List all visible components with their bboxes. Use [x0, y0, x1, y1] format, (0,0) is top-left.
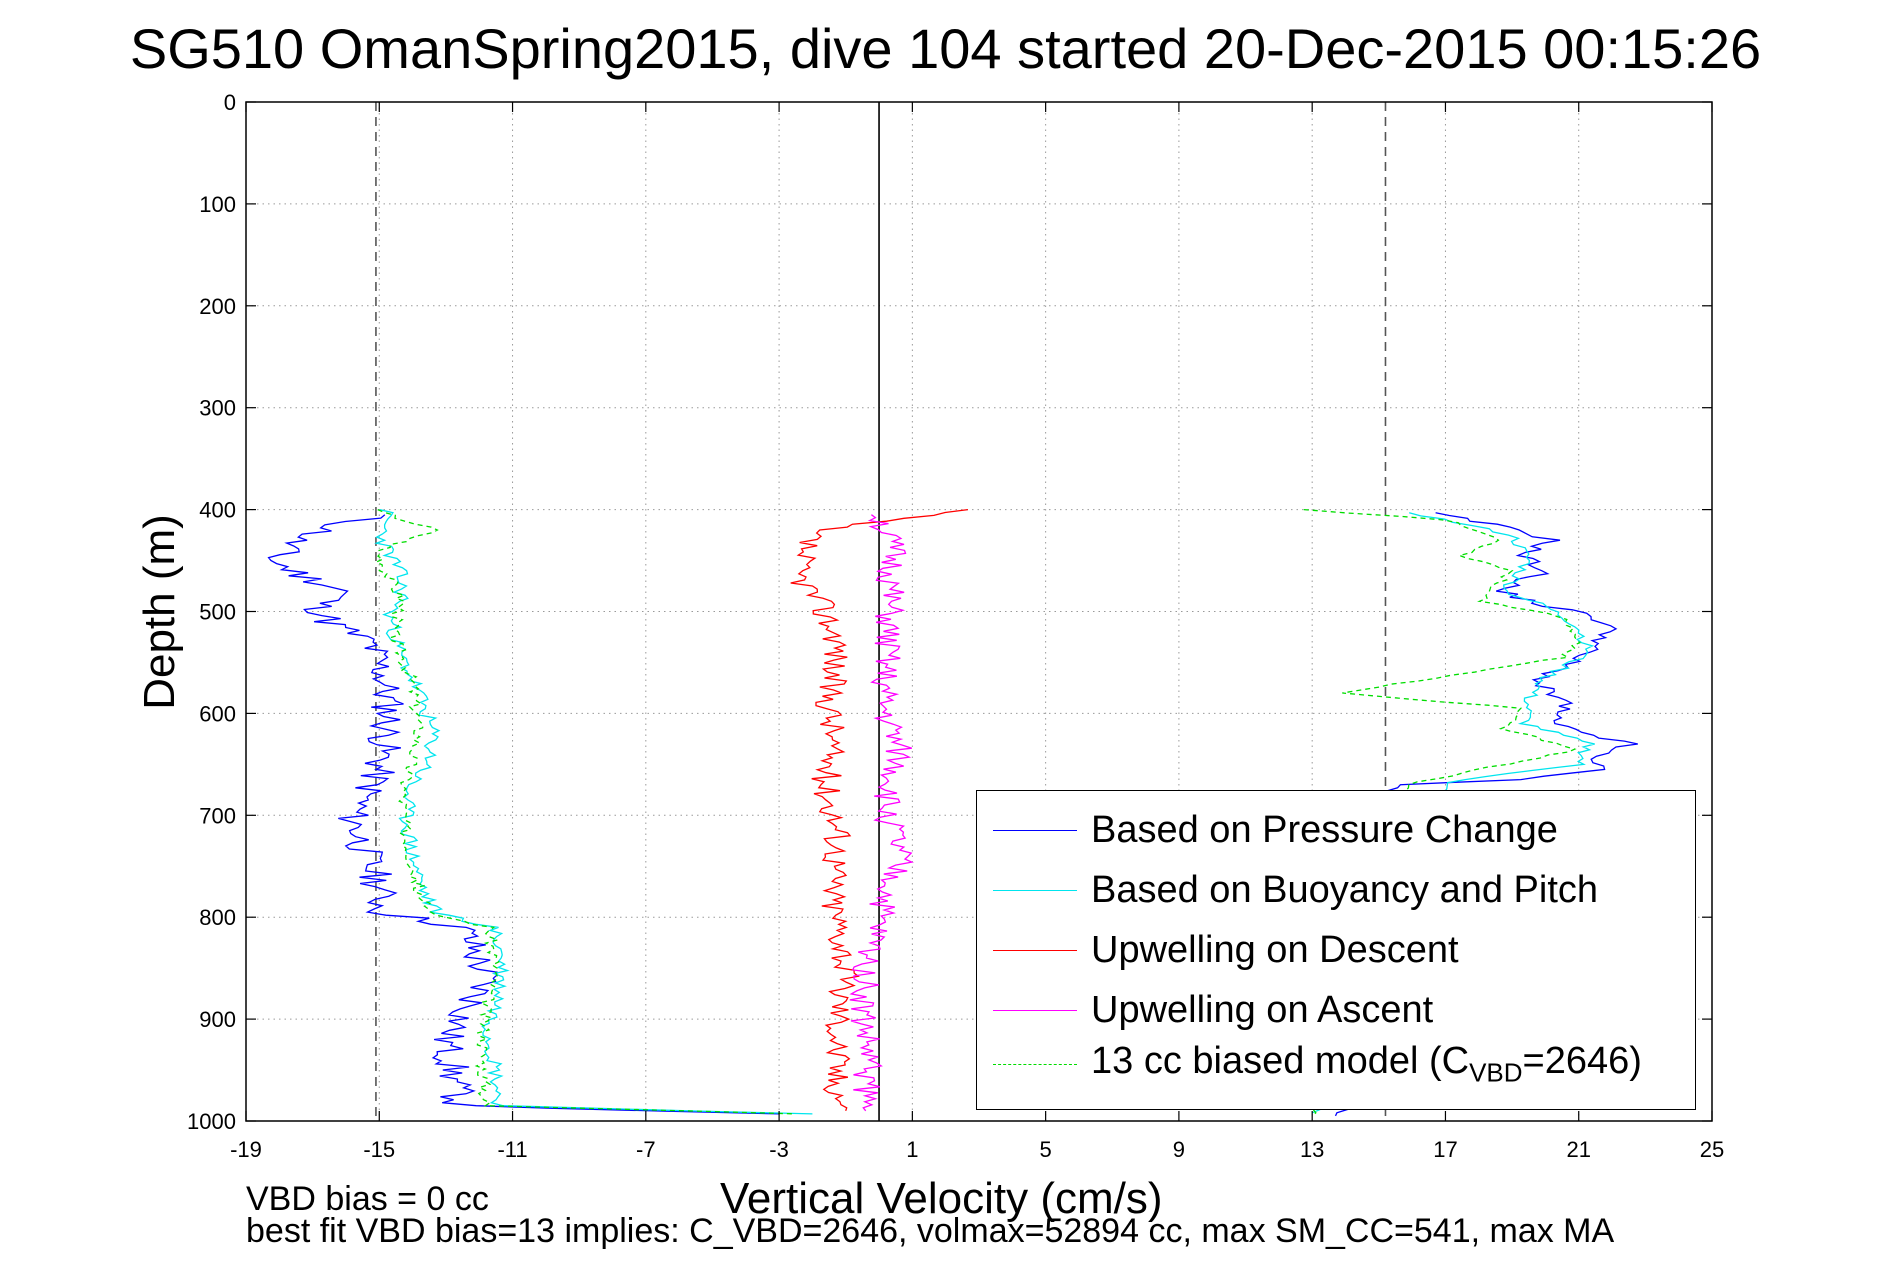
footer-line-2: best fit VBD bias=13 implies: C_VBD=2646… [246, 1212, 1615, 1250]
legend-label-buoyancy: Based on Buoyancy and Pitch [1091, 868, 1599, 911]
y-tick-label: 600 [199, 701, 236, 726]
x-tick-label: 9 [1173, 1137, 1185, 1162]
legend-item-descent: Upwelling on Descent [993, 925, 1459, 975]
reference-lines [375, 102, 1387, 1121]
legend-swatch-buoyancy [993, 889, 1077, 891]
legend-swatch-descent [993, 949, 1077, 951]
series-line-3 [849, 514, 914, 1112]
legend-swatch-model [993, 1063, 1077, 1065]
legend-swatch-ascent [993, 1009, 1077, 1011]
y-tick-label: 700 [199, 803, 236, 828]
y-tick-label: 0 [224, 90, 236, 115]
x-tick-label: -3 [769, 1137, 789, 1162]
y-axis-label: Depth (m) [135, 514, 184, 710]
x-tick-label: -19 [230, 1137, 262, 1162]
legend-item-buoyancy: Based on Buoyancy and Pitch [993, 865, 1598, 915]
legend-swatch-pressure [993, 829, 1077, 831]
legend-label-descent: Upwelling on Descent [1091, 928, 1459, 971]
x-tick-label: 21 [1566, 1137, 1590, 1162]
legend-label-model-sub: VBD [1469, 1057, 1523, 1088]
x-tick-label: 25 [1700, 1137, 1724, 1162]
legend-label-model-tail: =2646) [1522, 1039, 1642, 1082]
series-line-2 [790, 508, 968, 1112]
axes-layer [245, 101, 1713, 1122]
y-tick-label: 800 [199, 905, 236, 930]
chart-title: SG510 OmanSpring2015, dive 104 started 2… [129, 17, 1762, 80]
legend-label-model: 13 cc biased model (CVBD=2646) [1091, 1040, 1642, 1089]
x-axis-label: Vertical Velocity (cm/s) [720, 1174, 1163, 1223]
y-tick-label: 500 [199, 600, 236, 625]
y-tick-label: 400 [199, 498, 236, 523]
series-line-0 [267, 514, 780, 1115]
x-tick-label: -7 [636, 1137, 656, 1162]
x-tick-label: 13 [1300, 1137, 1324, 1162]
legend-label-pressure: Based on Pressure Change [1091, 808, 1558, 851]
y-tick-label: 200 [199, 294, 236, 319]
legend-label-ascent: Upwelling on Ascent [1091, 988, 1434, 1031]
x-tick-label: 5 [1040, 1137, 1052, 1162]
legend-item-pressure: Based on Pressure Change [993, 805, 1558, 855]
tick-labels: -19 -15 -11 -7 -3 1 5 9 13 17 21 25 0 100 200 300 400 500… [187, 90, 1724, 1162]
series-line-1 [374, 508, 813, 1115]
legend-item-ascent: Upwelling on Ascent [993, 985, 1433, 1035]
legend-item-model: 13 cc biased model (CVBD=2646) [993, 1039, 1642, 1089]
y-tick-label: 1000 [187, 1109, 236, 1134]
x-tick-label: -15 [363, 1137, 395, 1162]
y-tick-label: 100 [199, 192, 236, 217]
x-tick-label: 1 [906, 1137, 918, 1162]
x-tick-label: 17 [1433, 1137, 1457, 1162]
legend: Based on Pressure Change Based on Buoyan… [976, 790, 1696, 1110]
y-tick-label: 900 [199, 1007, 236, 1032]
x-tick-label: -11 [497, 1137, 527, 1162]
y-tick-label: 300 [199, 396, 236, 421]
series-line-4 [375, 509, 796, 1115]
legend-label-model-main: 13 cc biased model (C [1091, 1039, 1470, 1082]
footer-line-1: VBD bias = 0 cc [246, 1180, 489, 1218]
